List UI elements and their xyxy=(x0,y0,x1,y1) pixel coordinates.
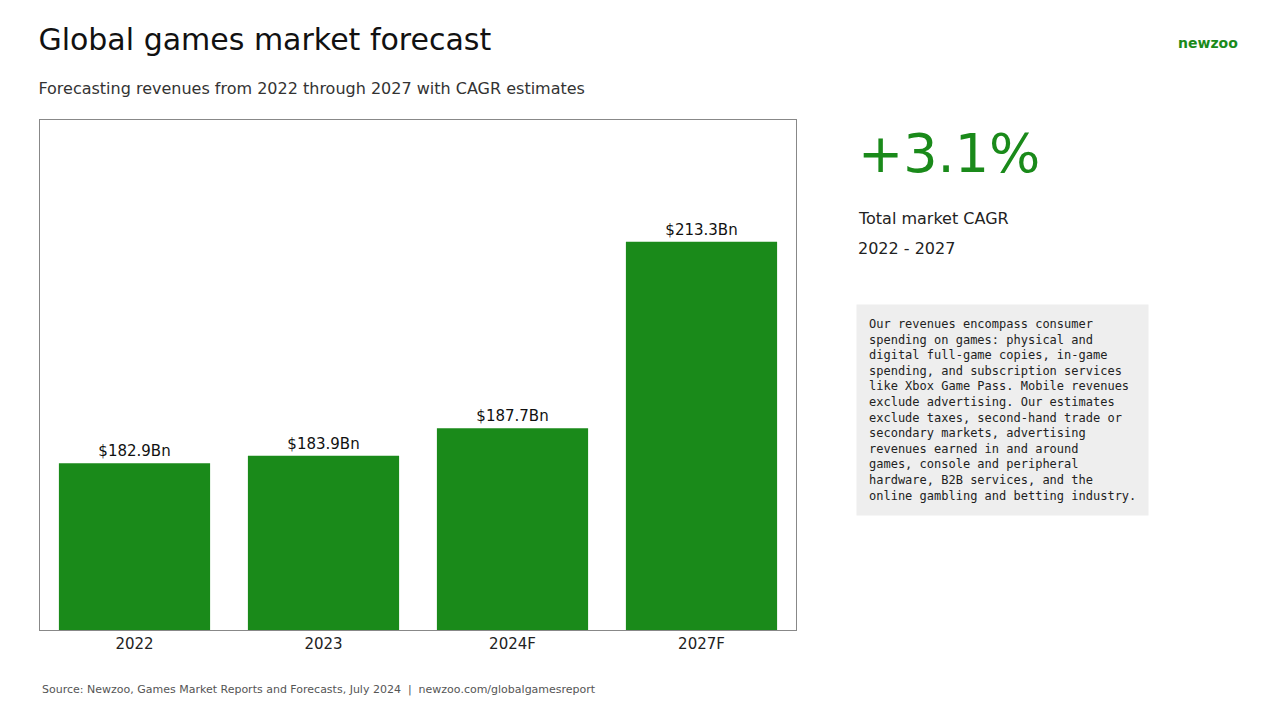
svg-text:Our revenues encompass consume: Our revenues encompass consumerspending … xyxy=(869,317,1136,503)
svg-text:newzoo: newzoo xyxy=(1178,35,1238,51)
svg-text:2023: 2023 xyxy=(304,635,342,653)
svg-text:2024F: 2024F xyxy=(489,635,536,653)
svg-text:$182.9Bn: $182.9Bn xyxy=(98,442,170,460)
svg-text:$213.3Bn: $213.3Bn xyxy=(665,221,737,239)
svg-text:$183.9Bn: $183.9Bn xyxy=(287,435,359,453)
svg-text:Forecasting revenues from 2022: Forecasting revenues from 2022 through 2… xyxy=(38,79,585,98)
svg-text:+3.1%: +3.1% xyxy=(858,122,1040,185)
svg-text:2027F: 2027F xyxy=(678,635,725,653)
svg-text:2022: 2022 xyxy=(115,635,153,653)
svg-text:Global games market forecast: Global games market forecast xyxy=(38,22,491,57)
svg-text:Source: Newzoo, Games Market R: Source: Newzoo, Games Market Reports and… xyxy=(42,683,596,696)
svg-text:Total market CAGR: Total market CAGR xyxy=(858,209,1009,228)
svg-text:2022 - 2027: 2022 - 2027 xyxy=(858,239,955,258)
svg-text:$187.7Bn: $187.7Bn xyxy=(476,407,548,425)
